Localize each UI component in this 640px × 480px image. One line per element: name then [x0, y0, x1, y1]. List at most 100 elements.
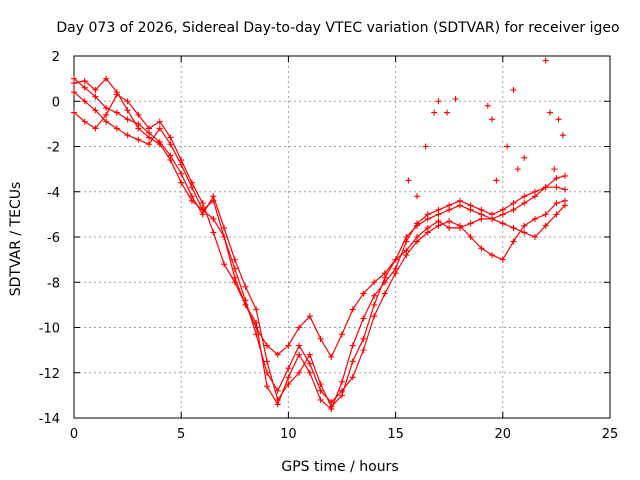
data-point	[167, 134, 174, 141]
data-point	[306, 313, 313, 320]
data-point	[317, 335, 324, 342]
data-point	[414, 220, 421, 227]
data-point	[478, 206, 485, 213]
data-point	[424, 224, 431, 231]
series-line	[73, 78, 566, 408]
data-point	[446, 224, 453, 231]
data-point	[489, 252, 496, 259]
x-tick-label: 0	[70, 427, 78, 442]
data-point	[349, 358, 356, 365]
data-point	[521, 193, 528, 200]
data-point	[242, 283, 249, 290]
data-point	[349, 342, 356, 349]
data-point	[555, 116, 562, 123]
data-point	[435, 98, 442, 105]
data-point	[521, 200, 528, 207]
data-point	[296, 324, 303, 331]
data-point	[499, 220, 506, 227]
data-point	[381, 270, 388, 277]
data-point	[467, 220, 474, 227]
data-point	[263, 358, 270, 365]
data-point	[405, 177, 412, 184]
y-axis-label: SDTVAR / TECUs	[8, 182, 24, 297]
data-point	[435, 218, 442, 225]
data-point	[328, 399, 335, 406]
data-point	[542, 184, 549, 191]
y-tick-label: -12	[39, 367, 60, 382]
data-point	[403, 247, 410, 254]
data-point	[253, 306, 260, 313]
series-trace-4	[71, 75, 568, 412]
data-point	[456, 197, 463, 204]
data-point	[542, 57, 549, 64]
data-point	[510, 206, 517, 213]
data-point	[199, 200, 206, 207]
data-point	[71, 109, 77, 116]
data-point	[360, 290, 367, 297]
data-point	[296, 369, 303, 376]
data-point	[414, 234, 421, 240]
data-point	[103, 111, 110, 118]
data-point	[242, 301, 249, 308]
x-axis-label: GPS time / hours	[281, 459, 398, 475]
data-point	[510, 86, 517, 93]
data-point	[178, 157, 185, 164]
data-point	[113, 89, 120, 96]
x-tick-label: 5	[177, 427, 185, 442]
data-point	[422, 143, 429, 150]
data-point	[113, 125, 120, 132]
data-point	[553, 184, 560, 191]
data-point	[124, 98, 131, 105]
data-point	[178, 170, 185, 177]
data-point	[103, 118, 110, 125]
data-point	[167, 141, 174, 148]
data-point	[452, 95, 459, 102]
data-point	[274, 351, 281, 358]
data-point	[285, 381, 292, 388]
data-point	[504, 143, 511, 150]
data-point	[328, 405, 335, 412]
x-tick-label: 25	[602, 427, 619, 442]
data-point	[371, 279, 378, 286]
data-point	[210, 197, 217, 204]
data-point	[484, 102, 491, 109]
data-point	[156, 125, 163, 132]
data-point	[435, 206, 442, 213]
data-point	[489, 211, 496, 218]
data-point	[285, 342, 292, 349]
data-point	[561, 202, 568, 209]
x-tick-label: 10	[280, 427, 297, 442]
data-point	[71, 80, 77, 87]
data-point	[531, 215, 538, 222]
y-axis-ticks: 2 0 -2 -4 -6 -8 -10 -12 -14	[39, 50, 610, 427]
series-trace-2	[71, 89, 568, 406]
data-point	[456, 224, 463, 231]
series-spikes	[405, 57, 566, 200]
data-series	[71, 57, 568, 412]
data-point	[467, 202, 474, 209]
data-point	[478, 245, 485, 252]
data-point	[349, 306, 356, 313]
data-point	[274, 401, 281, 408]
data-point	[296, 351, 303, 358]
data-point	[274, 387, 281, 394]
series-line	[73, 93, 566, 359]
data-point	[81, 118, 88, 125]
y-tick-label: -10	[39, 322, 60, 337]
data-point	[221, 261, 228, 268]
data-point	[499, 206, 506, 213]
data-point	[199, 206, 206, 213]
data-point	[188, 197, 195, 204]
data-point	[424, 211, 431, 218]
data-point	[146, 125, 153, 132]
data-point	[167, 157, 174, 164]
data-point	[510, 224, 517, 231]
data-point	[263, 342, 270, 349]
data-point	[381, 279, 388, 286]
data-point	[210, 229, 217, 236]
data-point	[156, 118, 163, 125]
y-tick-label: -8	[47, 276, 60, 291]
data-point	[317, 387, 324, 394]
data-point	[231, 274, 238, 281]
